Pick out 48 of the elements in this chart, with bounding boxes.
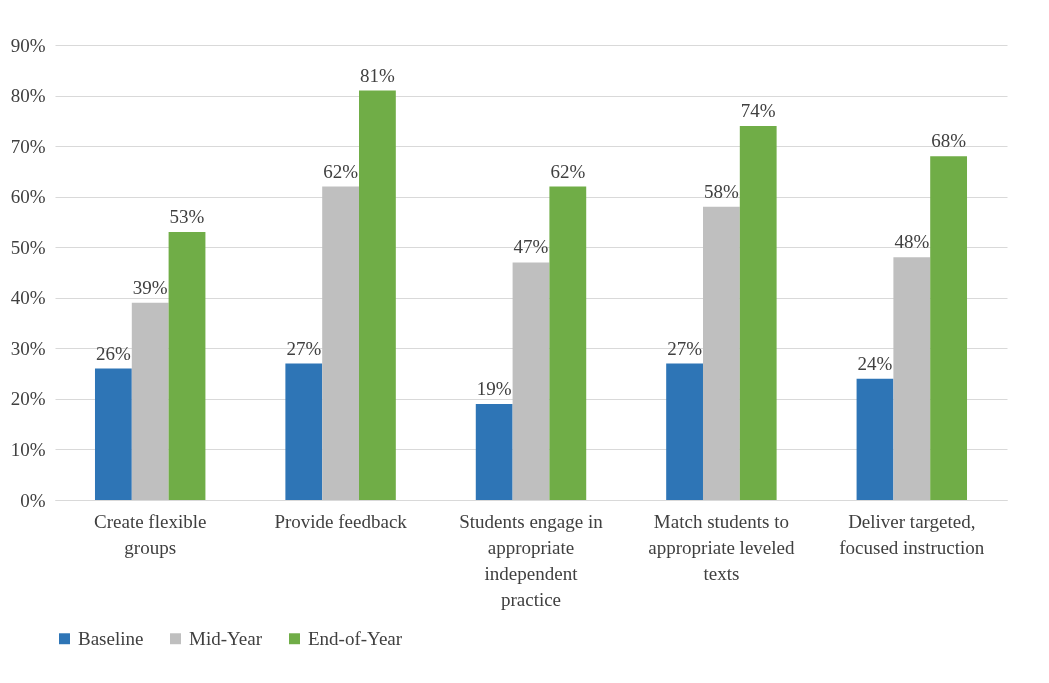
text: 24%	[857, 352, 893, 374]
text: 74%	[740, 99, 776, 121]
x-tick-label: Deliver targeted, focused instruction	[839, 510, 985, 558]
bar	[168, 232, 206, 500]
text: 26%	[95, 342, 131, 364]
y-tick-label: 70%	[10, 135, 46, 157]
text: 81%	[360, 64, 395, 86]
text: 48%	[894, 231, 930, 253]
bar	[131, 302, 169, 500]
legend-label: End-of-Year	[308, 627, 403, 649]
bar	[359, 90, 396, 500]
bar	[322, 186, 360, 500]
x-tick-label: Match students to appropriate leveled texts	[648, 510, 795, 584]
y-tick-label: 80%	[10, 85, 46, 107]
y-tick-label: 50%	[10, 236, 46, 258]
x-tick-label: Create flexible groups	[94, 510, 207, 558]
x-tick-label: Students engage in appropriate independent practice	[459, 510, 604, 610]
bar	[893, 257, 931, 500]
text: 27%	[286, 337, 322, 359]
y-tick-label: 60%	[10, 186, 46, 208]
text: 47%	[513, 236, 549, 258]
bar	[739, 125, 777, 500]
text: 68%	[931, 130, 967, 152]
bar	[512, 262, 550, 500]
text: 62%	[550, 160, 586, 182]
y-tick-label: 90%	[10, 34, 46, 56]
legend-label: Baseline	[78, 627, 144, 649]
bar	[930, 156, 968, 500]
x-tick-label: Provide feedback	[274, 510, 408, 532]
bar	[475, 403, 513, 500]
bar	[856, 378, 894, 500]
bar	[702, 206, 740, 500]
text: 19%	[476, 377, 512, 399]
text: 39%	[132, 276, 168, 298]
y-tick-label: 10%	[10, 438, 46, 460]
bar	[285, 363, 323, 500]
text: 58%	[703, 180, 739, 202]
text: 62%	[323, 160, 359, 182]
y-tick-label: 40%	[10, 287, 46, 309]
bar	[666, 363, 703, 500]
y-tick-label: 20%	[10, 388, 46, 410]
y-tick-label: 30%	[10, 337, 46, 359]
bar	[549, 186, 587, 500]
bar	[94, 368, 132, 500]
legend-label: Mid-Year	[189, 627, 263, 649]
text: 53%	[169, 206, 205, 228]
text: 27%	[667, 337, 702, 359]
y-tick-label: 0%	[20, 489, 46, 511]
